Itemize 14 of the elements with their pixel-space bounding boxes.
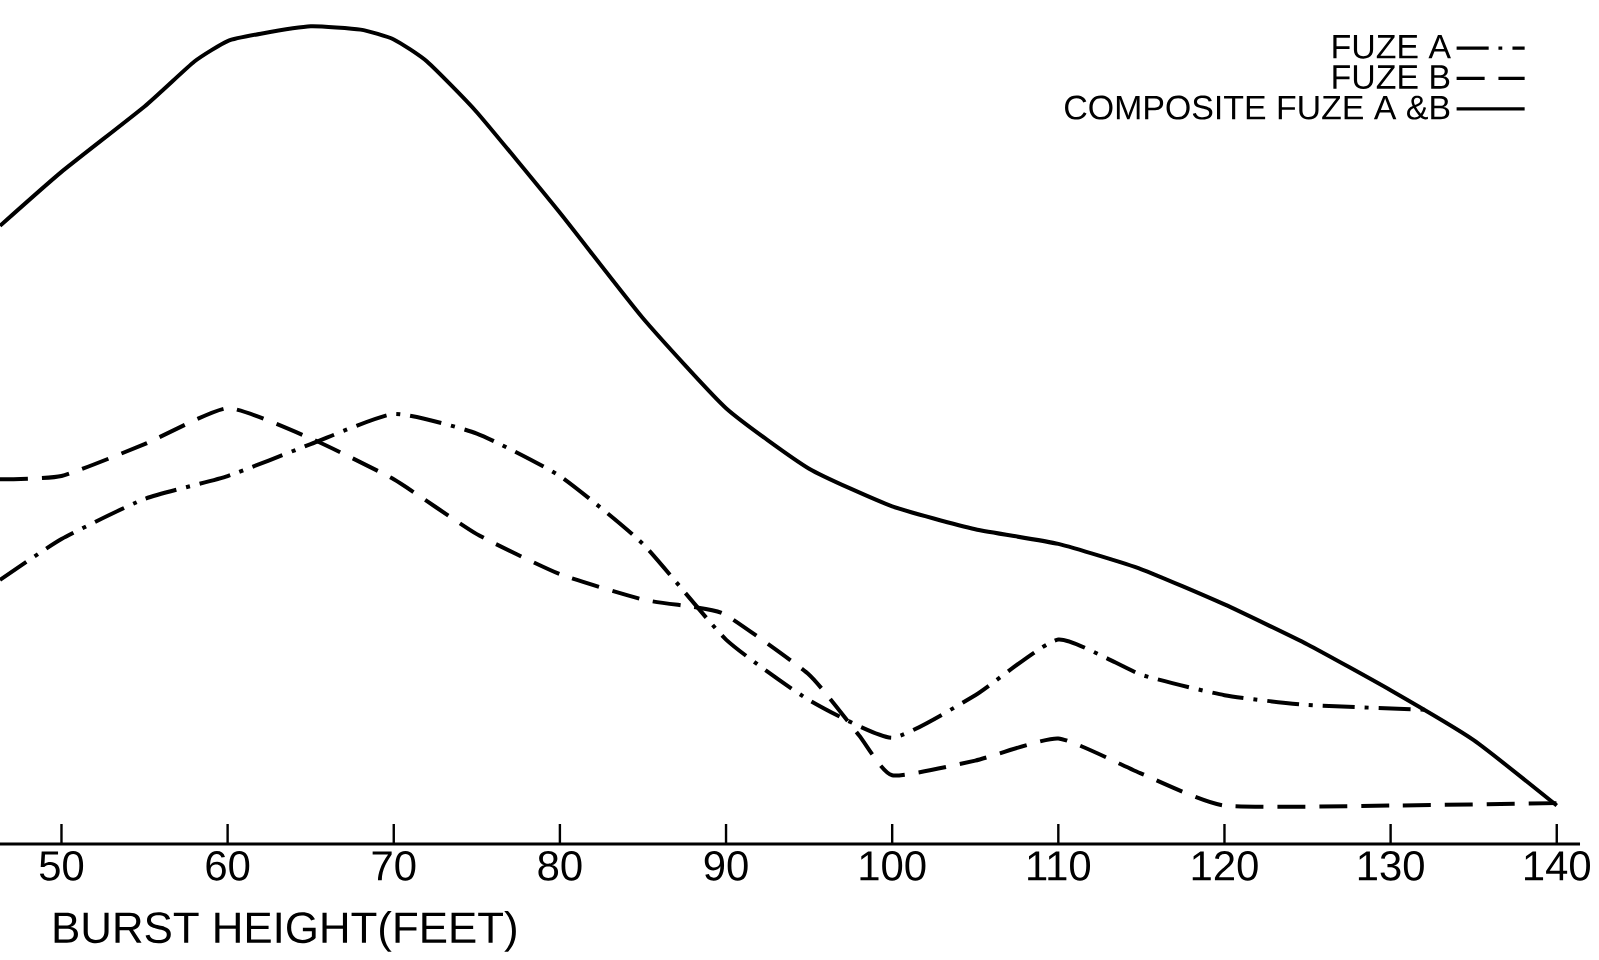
legend-label: FUZE B	[1333, 65, 1450, 89]
x-tick-label: 100	[860, 851, 926, 881]
x-tick-label: 80	[538, 851, 582, 881]
x-axis-title: BURST HEIGHT(FEET)	[54, 911, 516, 952]
legend-label: COMPOSITE FUZE A &B	[1065, 95, 1450, 120]
x-tick-label: 110	[1028, 851, 1091, 881]
x-tick-label: 70	[372, 851, 416, 881]
x-tick-label: 130	[1358, 851, 1424, 881]
x-tick-label: 60	[206, 851, 250, 881]
x-tick-label: 120	[1192, 851, 1258, 881]
x-tick-label: 90	[704, 851, 748, 881]
x-tick-label: 50	[39, 851, 84, 881]
legend-label: FUZE A	[1333, 35, 1451, 59]
x-tick-label: 140	[1525, 851, 1590, 881]
